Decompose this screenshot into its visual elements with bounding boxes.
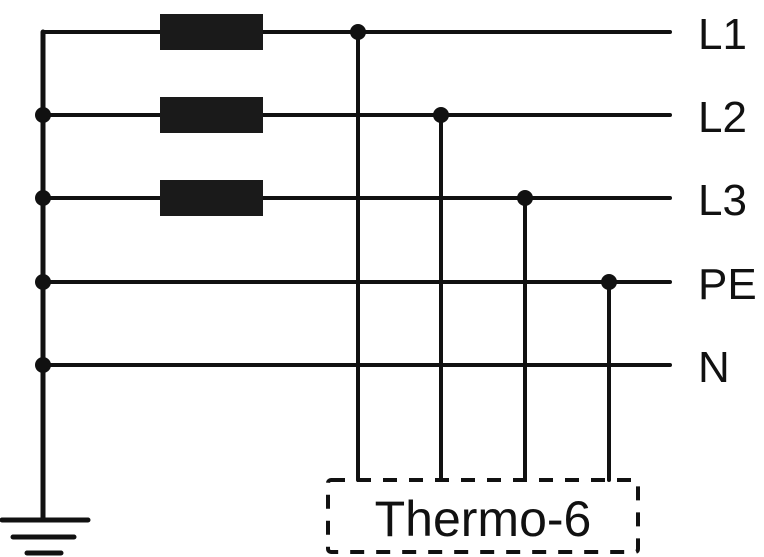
line-label-n: N xyxy=(698,343,730,392)
thermo-6-device-box xyxy=(326,478,640,554)
junction-dot xyxy=(517,190,533,206)
line-label-l3: L3 xyxy=(698,176,747,225)
resistor-l1 xyxy=(160,14,263,50)
junction-dot xyxy=(433,107,449,123)
line-label-l2: L2 xyxy=(698,93,747,142)
junction-dot xyxy=(350,24,366,40)
line-label-l1: L1 xyxy=(698,10,747,59)
line-label-pe: PE xyxy=(698,260,757,309)
resistor-l3 xyxy=(160,180,263,216)
resistor-l2 xyxy=(160,97,263,133)
ground-symbol xyxy=(0,29,91,556)
device-label: Thermo-6 xyxy=(375,491,592,547)
junction-dot xyxy=(601,274,617,290)
